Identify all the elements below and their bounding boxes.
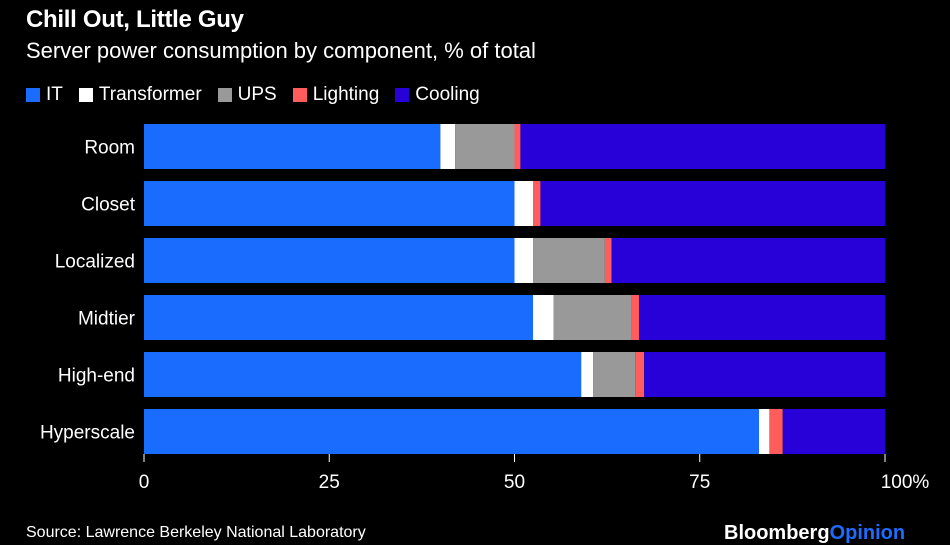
bar-closet-cooling <box>540 181 885 226</box>
logo-bloomberg: Bloomberg <box>724 522 830 544</box>
bar-hyperscale-lighting <box>769 409 783 454</box>
bar-high-end-it <box>144 352 582 397</box>
bar-midtier-it <box>144 295 534 340</box>
chart-subtitle: Server power consumption by component, %… <box>26 38 536 63</box>
bar-hyperscale-transformer <box>759 409 770 454</box>
legend-swatch-ups <box>217 88 232 102</box>
legend-item-lighting: Lighting <box>292 84 380 106</box>
bar-room-lighting <box>514 124 521 169</box>
chart-title: Chill Out, Little Guy <box>26 6 244 33</box>
bar-localized-it <box>144 238 515 283</box>
bar-high-end-lighting <box>635 352 645 397</box>
legend-item-ups: UPS <box>217 84 277 106</box>
category-label-room: Room <box>84 138 135 159</box>
x-tick-label-50: 50 <box>504 472 525 493</box>
category-label-midtier: Midtier <box>78 309 136 330</box>
bar-midtier-transformer <box>533 295 554 340</box>
bar-midtier-cooling <box>638 295 885 340</box>
legend-item-it: IT <box>26 84 63 106</box>
legend-label-it: IT <box>46 84 63 105</box>
source-note: Source: Lawrence Berkeley National Labor… <box>26 524 366 541</box>
bar-closet-lighting <box>533 181 541 226</box>
stacked-bar-chart: Room Closet Localized Midtier High-end Hypers… <box>40 124 930 493</box>
bar-closet-it <box>144 181 515 226</box>
bar-room-ups <box>455 124 515 169</box>
category-label-high-end: High-end <box>58 366 135 387</box>
bar-hyperscale-cooling <box>782 409 885 454</box>
bar-localized-cooling <box>611 238 885 283</box>
x-tick-label-25: 25 <box>319 472 340 493</box>
bar-closet-transformer <box>514 181 534 226</box>
legend-swatch-lighting <box>292 88 307 102</box>
legend-label-transformer: Transformer <box>98 84 202 105</box>
bar-high-end-transformer <box>581 352 594 397</box>
bar-midtier-ups <box>553 295 632 340</box>
bar-room-transformer <box>440 124 456 169</box>
legend: IT Transformer UPS Lighting Cooling <box>26 84 496 106</box>
legend-label-lighting: Lighting <box>312 84 380 105</box>
bar-localized-ups <box>533 238 605 283</box>
legend-item-cooling: Cooling <box>395 84 480 106</box>
bar-room-cooling <box>520 124 885 169</box>
bar-hyperscale-it <box>144 409 760 454</box>
bar-high-end-cooling <box>644 352 885 397</box>
category-label-closet: Closet <box>81 195 136 216</box>
category-label-localized: Localized <box>55 252 135 273</box>
legend-label-cooling: Cooling <box>415 84 480 105</box>
x-tick-label-100: 100% <box>881 472 930 493</box>
x-tick-label-75: 75 <box>689 472 710 493</box>
legend-swatch-transformer <box>78 88 93 102</box>
x-tick-label-0: 0 <box>139 472 150 493</box>
bar-midtier-lighting <box>631 295 639 340</box>
legend-item-transformer: Transformer <box>78 84 202 106</box>
bar-high-end-ups <box>593 352 636 397</box>
bar-localized-lighting <box>604 238 612 283</box>
logo-opinion: Opinion <box>829 522 906 544</box>
legend-swatch-it <box>26 88 40 102</box>
legend-swatch-cooling <box>395 88 410 102</box>
bar-room-it <box>144 124 441 169</box>
bar-localized-transformer <box>514 238 534 283</box>
category-label-hyperscale: Hyperscale <box>40 423 135 444</box>
legend-label-ups: UPS <box>237 84 277 105</box>
